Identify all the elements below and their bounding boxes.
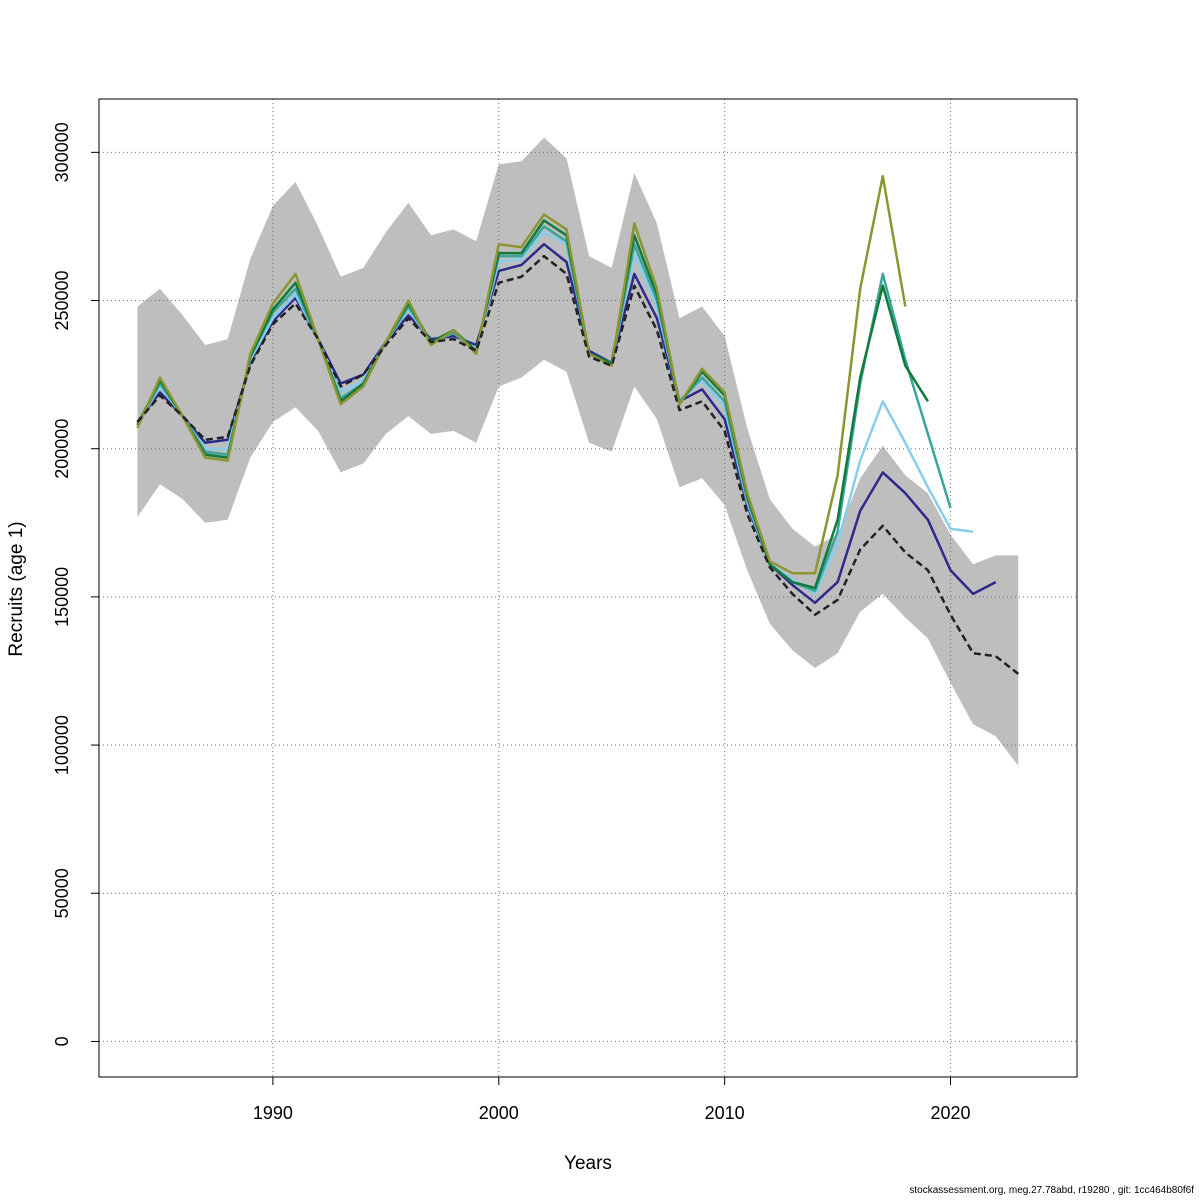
series-layer: [136, 174, 1020, 675]
y-tick-label: 50000: [52, 868, 72, 918]
series-line-retro-1: [136, 242, 997, 605]
series-line-current-assessment: [136, 254, 1020, 675]
y-axis: 0 50000 100000 150000 200000 250000 300000: [52, 122, 99, 1046]
grid-layer: [99, 99, 1077, 1077]
confidence-band: [137, 137, 1019, 766]
footer-credit: stockassessment.org, meg.27.78abd, r1928…: [909, 1185, 1194, 1196]
y-tick-label: 150000: [52, 567, 72, 627]
x-tick-label: 2010: [705, 1103, 745, 1123]
x-tick-label: 2020: [930, 1103, 970, 1123]
y-tick-label: 0: [52, 1036, 72, 1046]
series-line-retro-4: [136, 219, 929, 590]
plot-frame: [98, 98, 1078, 1078]
y-tick-label: 300000: [52, 122, 72, 182]
x-axis: 1990 2000 2010 2020: [253, 1077, 971, 1123]
series-line-retro-5: [136, 174, 907, 575]
confidence-band-layer: [137, 137, 1019, 766]
series-line-retro-3: [136, 225, 952, 593]
x-tick-label: 1990: [253, 1103, 293, 1123]
x-tick-label: 2000: [479, 1103, 519, 1123]
x-axis-title: Years: [564, 1153, 612, 1174]
y-tick-label: 250000: [52, 270, 72, 330]
y-tick-label: 200000: [52, 419, 72, 479]
y-axis-title: Recruits (age 1): [6, 521, 27, 656]
series-line-retro-2: [136, 231, 974, 596]
y-tick-label: 100000: [52, 715, 72, 775]
